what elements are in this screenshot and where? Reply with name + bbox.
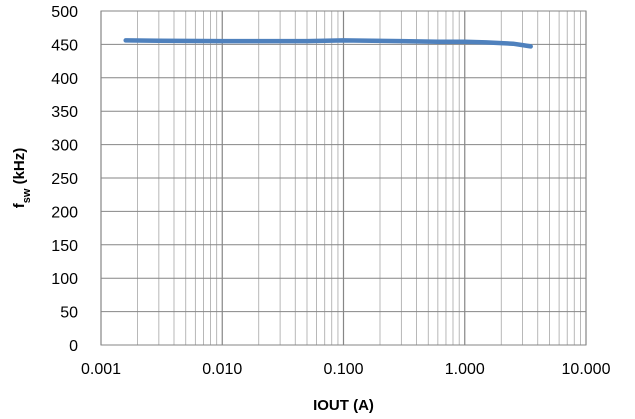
y-tick-label: 100: [51, 271, 78, 288]
x-tick-label: 0.010: [202, 361, 242, 378]
y-tick-label: 500: [51, 4, 78, 21]
y-tick-label: 300: [51, 138, 78, 155]
plot-area-border: [100, 10, 587, 346]
x-axis-title: IOUT (A): [313, 397, 374, 414]
y-axis-title: fsw (kHz): [11, 148, 33, 209]
x-tick-labels: 0.001 0.010 0.100 1.000 10.000: [81, 361, 611, 378]
x-tick-label: 0.001: [81, 361, 121, 378]
y-tick-labels: 0 50 100 150 200 250 300 350 400 450 500: [51, 4, 78, 355]
series-line: [123, 38, 533, 49]
y-axis-title-main: f: [11, 202, 28, 208]
y-tick-label: 0: [69, 338, 78, 355]
y-tick-label: 400: [51, 71, 78, 88]
x-tick-label: 10.000: [562, 361, 611, 378]
y-tick-label: 50: [60, 305, 78, 322]
y-axis-title-unit: (kHz): [11, 148, 28, 189]
y-tick-label: 200: [51, 204, 78, 221]
y-axis-title-subscript: sw: [21, 188, 33, 203]
x-tick-label: 1.000: [445, 361, 485, 378]
y-tick-label: 250: [51, 171, 78, 188]
y-tick-label: 450: [51, 37, 78, 54]
series-layer: [123, 38, 533, 49]
y-tick-label: 150: [51, 238, 78, 255]
y-tick-label: 350: [51, 104, 78, 121]
x-tick-label: 0.100: [323, 361, 363, 378]
